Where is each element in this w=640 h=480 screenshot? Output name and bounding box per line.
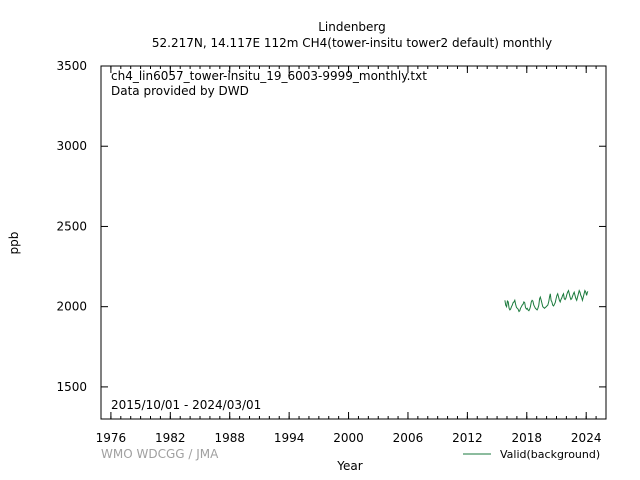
plot-frame xyxy=(100,65,607,420)
x-tick-label: 2000 xyxy=(333,431,364,445)
x-tick-label: 2018 xyxy=(512,431,543,445)
y-tick-label: 1500 xyxy=(56,380,87,394)
data-source-credit: WMO WDCGG / JMA xyxy=(101,447,219,461)
date-range-label: 2015/10/01 - 2024/03/01 xyxy=(111,398,262,412)
y-tick-label: 2500 xyxy=(56,219,87,233)
x-tick-label: 1982 xyxy=(155,431,186,445)
x-tick-label: 2006 xyxy=(393,431,424,445)
x-tick-label: 1976 xyxy=(96,431,127,445)
file-name-label: ch4_lin6057_tower-insitu_19_6003-9999_mo… xyxy=(111,69,427,83)
x-tick-label: 2012 xyxy=(452,431,483,445)
data-provider-label: Data provided by DWD xyxy=(111,84,249,98)
chart-subtitle: 52.217N, 14.117E 112m CH4(tower-insitu t… xyxy=(151,36,553,50)
chart-title: Lindenberg xyxy=(318,20,386,34)
tick-labels: 1976 1982 1988 1994 2000 2006 2012 2018 2024 1500… xyxy=(56,59,601,445)
series-line-valid-background xyxy=(504,289,589,313)
y-tick-label: 3000 xyxy=(56,139,87,153)
x-tick-label: 1994 xyxy=(274,431,305,445)
series-group xyxy=(504,289,589,313)
legend-label: Valid(background) xyxy=(500,448,600,461)
x-tick-label: 2024 xyxy=(571,431,602,445)
x-tick-label: 1988 xyxy=(214,431,245,445)
y-axis-label: ppb xyxy=(7,232,21,255)
y-tick-label: 3500 xyxy=(56,59,87,73)
x-axis-label: Year xyxy=(336,459,362,473)
y-tick-label: 2000 xyxy=(56,300,87,314)
axis-ticks xyxy=(100,65,607,419)
